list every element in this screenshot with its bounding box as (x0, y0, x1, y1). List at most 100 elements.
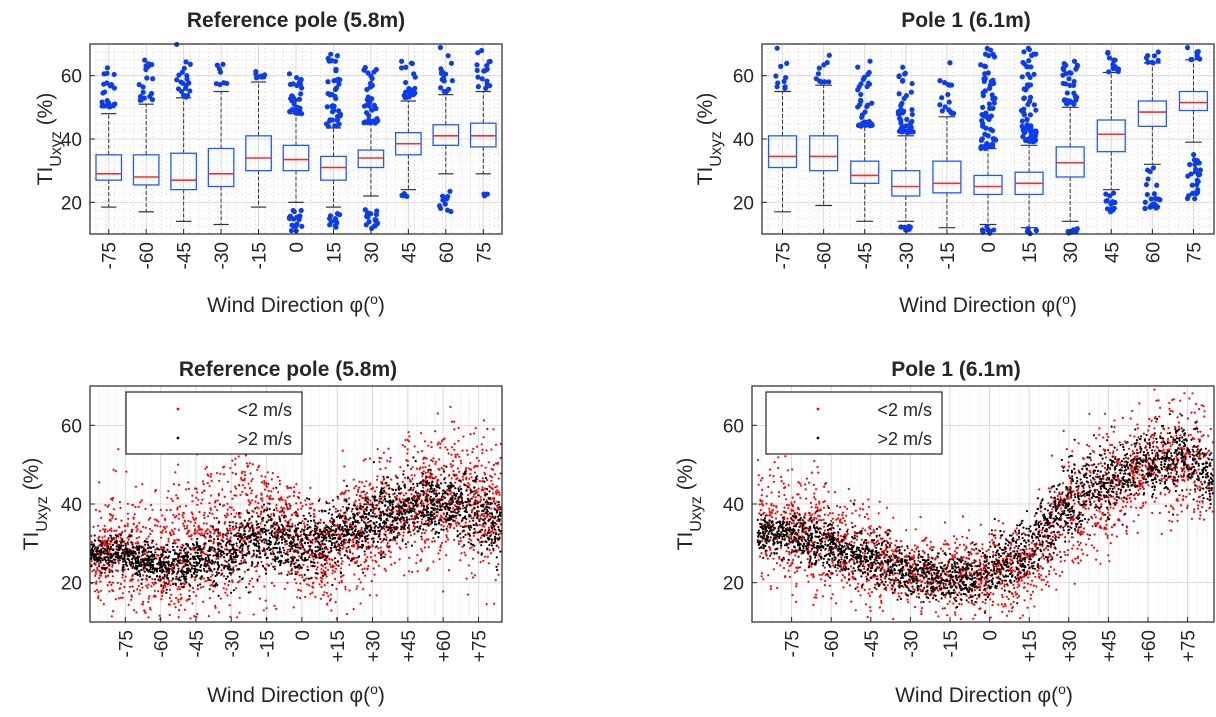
x-axis-label: Wind Direction φ(o) (899, 291, 1077, 317)
scatter-point (205, 465, 208, 469)
scatter-point (433, 512, 436, 515)
scatter-point (482, 488, 485, 492)
scatter-point (464, 468, 467, 471)
scatter-point (482, 436, 485, 439)
scatter-point (102, 564, 105, 567)
scatter-point (118, 501, 121, 504)
scatter-point (125, 470, 128, 473)
scatter-point (254, 500, 257, 503)
outlier-point (1065, 228, 1071, 235)
scatter-point (355, 556, 358, 559)
outlier-point (406, 94, 412, 100)
scatter-point (274, 534, 277, 537)
scatter-point (276, 534, 280, 537)
scatter-point (495, 485, 498, 488)
scatter-point (235, 487, 238, 490)
scatter-point (316, 545, 319, 548)
scatter-point (188, 529, 191, 532)
outlier-point (369, 76, 375, 82)
scatter-point (338, 544, 341, 547)
scatter-point (156, 524, 159, 527)
scatter-point (451, 501, 454, 504)
scatter-point (369, 499, 372, 502)
scatter-point (394, 488, 397, 491)
scatter-point (162, 525, 165, 529)
scatter-point (181, 585, 184, 589)
scatter-point (131, 543, 134, 546)
scatter-point (312, 512, 315, 516)
scatter-point (237, 532, 240, 535)
scatter-point (293, 490, 296, 493)
scatter-point (243, 539, 246, 542)
scatter-point (311, 502, 314, 505)
scatter-point (124, 529, 127, 533)
scatter-point (258, 552, 261, 555)
scatter-point (154, 582, 157, 585)
scatter-point (311, 538, 314, 541)
scatter-point (442, 528, 445, 532)
scatter-point (246, 465, 249, 468)
scatter-point (232, 508, 235, 512)
scatter-point (256, 563, 259, 566)
outlier-point (174, 77, 180, 83)
scatter-point (117, 562, 120, 565)
scatter-point (369, 551, 372, 554)
scatter-point (172, 532, 175, 536)
scatter-point (269, 526, 272, 529)
box--30 (207, 61, 235, 226)
scatter-point (123, 585, 126, 589)
scatter-point (320, 563, 323, 566)
scatter-point (407, 431, 410, 434)
scatter-point (427, 567, 430, 570)
scatter-point (347, 518, 350, 521)
scatter-point (425, 457, 428, 460)
outlier-point (982, 131, 988, 137)
scatter-point (243, 474, 247, 477)
scatter-point (217, 531, 220, 534)
scatter-point (449, 463, 452, 466)
outlier-point (217, 81, 223, 88)
scatter-point (363, 553, 366, 556)
scatter-point (479, 536, 482, 540)
scatter-point (223, 473, 226, 476)
scatter-point (214, 551, 217, 554)
scatter-point (324, 566, 327, 569)
outlier-point (365, 94, 371, 100)
scatter-point (427, 444, 430, 447)
scatter-point (379, 518, 382, 522)
scatter-point (294, 524, 297, 527)
scatter-point (188, 594, 191, 598)
scatter-point (199, 577, 202, 580)
scatter-point (162, 569, 165, 573)
scatter-point (492, 549, 495, 552)
scatter-point (173, 527, 176, 531)
scatter-point (418, 468, 421, 471)
scatter-point (139, 501, 142, 504)
outlier-point (328, 218, 334, 225)
scatter-point (374, 533, 377, 536)
scatter-point (171, 521, 174, 524)
scatter-point (172, 549, 175, 552)
scatter-point (325, 592, 328, 595)
outlier-point (942, 104, 948, 110)
box-iqr (767, 135, 798, 169)
scatter-point (255, 495, 258, 499)
scatter-point (401, 444, 404, 447)
scatter-point (363, 567, 366, 570)
scatter-point (138, 592, 141, 595)
scatter-point (424, 471, 427, 474)
scatter-point (465, 489, 468, 492)
outlier-point (1067, 69, 1073, 76)
scatter-point (245, 509, 249, 512)
scatter-point (134, 542, 137, 545)
scatter-point (249, 472, 252, 475)
scatter-point (476, 531, 479, 534)
scatter-point (435, 489, 438, 492)
scatter-point (296, 566, 300, 569)
scatter-point (204, 536, 207, 539)
outlier-point (367, 80, 374, 87)
scatter-point (260, 492, 263, 495)
scatter-point (227, 584, 230, 587)
scatter-point (339, 546, 342, 550)
box-15 (1014, 45, 1044, 237)
